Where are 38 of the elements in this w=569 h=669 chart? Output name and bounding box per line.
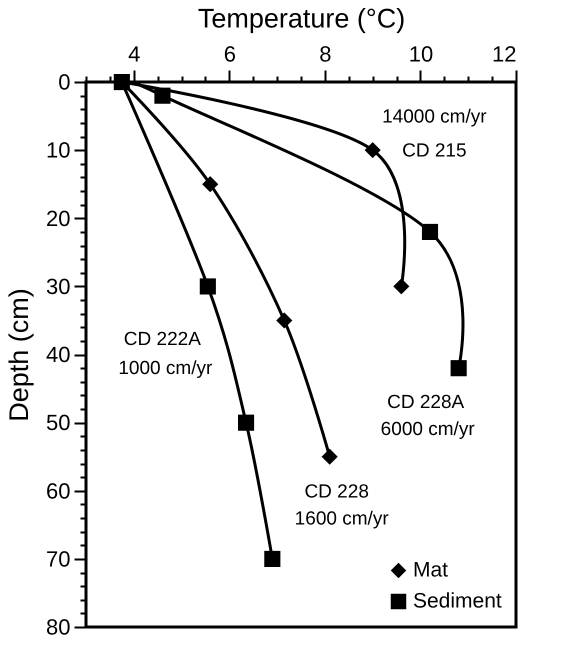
point — [154, 88, 171, 104]
point — [393, 278, 410, 294]
y-tick-label: 40 — [46, 342, 70, 367]
y-axis-title: Depth (cm) — [4, 288, 34, 422]
y-tick-label: 50 — [46, 410, 70, 436]
annotation: 14000 cm/yr — [382, 106, 488, 128]
annotation: CD 222A — [124, 328, 202, 350]
x-tick-label: 10 — [408, 42, 434, 66]
annotation: CD 228 — [304, 482, 369, 503]
point — [422, 224, 438, 240]
y-tick-label: 30 — [46, 274, 70, 299]
annotation: 1600 cm/yr — [294, 508, 390, 530]
point — [364, 142, 381, 158]
x-tick-label: 12 — [492, 42, 516, 66]
annotation: 1000 cm/yr — [118, 358, 213, 379]
y-tick-label: 70 — [46, 546, 70, 572]
point — [114, 74, 130, 90]
x-tick-label: 8 — [319, 42, 332, 66]
x-tick-label: 6 — [224, 42, 236, 66]
legend-label: Sediment — [413, 590, 502, 612]
y-tick-label: 80 — [46, 614, 70, 640]
y-tick-label: 20 — [46, 206, 70, 231]
y-tick-label: 60 — [46, 478, 70, 504]
y-tick-label: 0 — [58, 70, 70, 94]
y-tick-label: 10 — [46, 138, 70, 163]
point — [276, 312, 292, 328]
point — [200, 278, 216, 294]
x-tick-label: 4 — [128, 42, 140, 66]
legend-label: Mat — [413, 558, 448, 582]
point — [238, 414, 254, 431]
annotation: CD 215 — [402, 140, 467, 162]
point — [264, 550, 280, 567]
point — [322, 448, 338, 465]
annotation: CD 228A — [387, 392, 465, 414]
point — [202, 176, 218, 192]
x-axis-title: Temperature (°C) — [198, 4, 406, 34]
point — [450, 360, 467, 376]
annotation: 6000 cm/yr — [380, 419, 476, 440]
